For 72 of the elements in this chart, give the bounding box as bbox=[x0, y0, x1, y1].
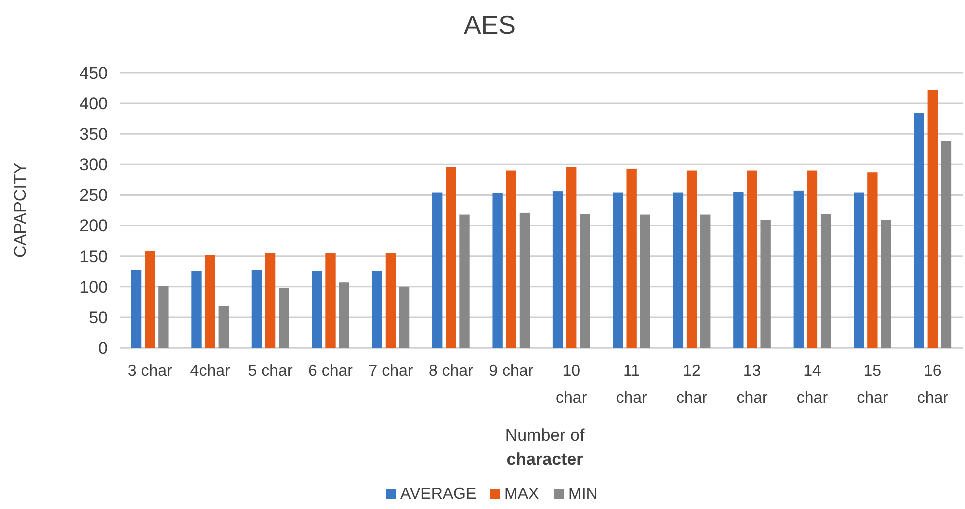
x-tick-label: 6 char bbox=[308, 363, 354, 380]
bar bbox=[506, 170, 516, 348]
x-tick-label: 4char bbox=[190, 363, 231, 380]
bar bbox=[700, 214, 711, 348]
bar bbox=[218, 306, 229, 348]
y-tick-label: 400 bbox=[80, 94, 108, 114]
bar bbox=[339, 282, 350, 348]
x-tick-label: 11 char bbox=[616, 363, 648, 407]
bar bbox=[881, 220, 892, 348]
x-tick-label: 5 char bbox=[248, 363, 294, 380]
bar bbox=[626, 168, 637, 348]
bar bbox=[820, 214, 832, 348]
y-tick-label: 100 bbox=[80, 278, 108, 297]
bar bbox=[265, 253, 276, 348]
x-tick-label: 15 char bbox=[857, 363, 889, 407]
bar bbox=[386, 253, 396, 348]
bar bbox=[145, 251, 156, 348]
legend-label: AVERAGE bbox=[400, 486, 477, 503]
y-tick-label: 0 bbox=[98, 338, 108, 358]
bar bbox=[312, 271, 322, 348]
bar bbox=[673, 192, 684, 348]
bar bbox=[566, 167, 577, 348]
bar bbox=[205, 255, 216, 348]
bar bbox=[446, 167, 456, 348]
bar bbox=[279, 288, 290, 348]
bar bbox=[794, 190, 804, 348]
bar bbox=[914, 113, 924, 348]
bar bbox=[747, 170, 758, 348]
x-tick-label: 3 char bbox=[128, 363, 174, 380]
x-tick-label: 14 char bbox=[796, 363, 829, 407]
bar bbox=[460, 214, 470, 348]
x-tick-label: 8 char bbox=[428, 363, 474, 380]
y-tick-label: 250 bbox=[80, 186, 108, 206]
bar bbox=[252, 270, 262, 348]
bar bbox=[131, 270, 142, 348]
x-axis-title: Number of character bbox=[505, 426, 585, 469]
bar bbox=[192, 271, 202, 348]
x-tick-label: 10 char bbox=[556, 363, 588, 407]
bar bbox=[432, 192, 443, 348]
x-tick-label: 16 char bbox=[917, 363, 950, 407]
legend-label: MAX bbox=[504, 486, 540, 503]
bar bbox=[158, 286, 169, 348]
bar bbox=[552, 192, 564, 348]
y-tick-label: 150 bbox=[80, 247, 108, 266]
bar bbox=[941, 141, 952, 348]
y-tick-label: 50 bbox=[89, 308, 108, 328]
y-tick-label: 350 bbox=[80, 125, 108, 144]
chart-title: AES bbox=[464, 10, 516, 40]
legend-label: MIN bbox=[568, 486, 598, 503]
bar bbox=[854, 192, 864, 348]
y-tick-label: 300 bbox=[80, 156, 108, 175]
bar bbox=[580, 214, 590, 348]
bar bbox=[326, 253, 336, 348]
bar bbox=[807, 170, 818, 348]
y-tick-label: 450 bbox=[80, 64, 108, 83]
bar bbox=[492, 193, 503, 348]
bar bbox=[868, 172, 878, 348]
bar bbox=[640, 214, 650, 348]
y-tick-label: 200 bbox=[80, 216, 108, 236]
x-tick-label: 13 char bbox=[736, 363, 768, 407]
bar bbox=[520, 212, 530, 348]
bar bbox=[928, 90, 938, 348]
x-tick-label: 12 char bbox=[676, 363, 708, 407]
bar bbox=[613, 192, 624, 348]
bar bbox=[686, 170, 698, 348]
bar bbox=[734, 192, 744, 348]
x-tick-label: 9 char bbox=[489, 363, 534, 380]
x-tick-label: 7 char bbox=[368, 363, 414, 380]
bar bbox=[760, 220, 771, 348]
y-axis-title: CAPAPCITY bbox=[11, 162, 30, 258]
bar bbox=[399, 286, 410, 348]
bar bbox=[372, 271, 382, 348]
